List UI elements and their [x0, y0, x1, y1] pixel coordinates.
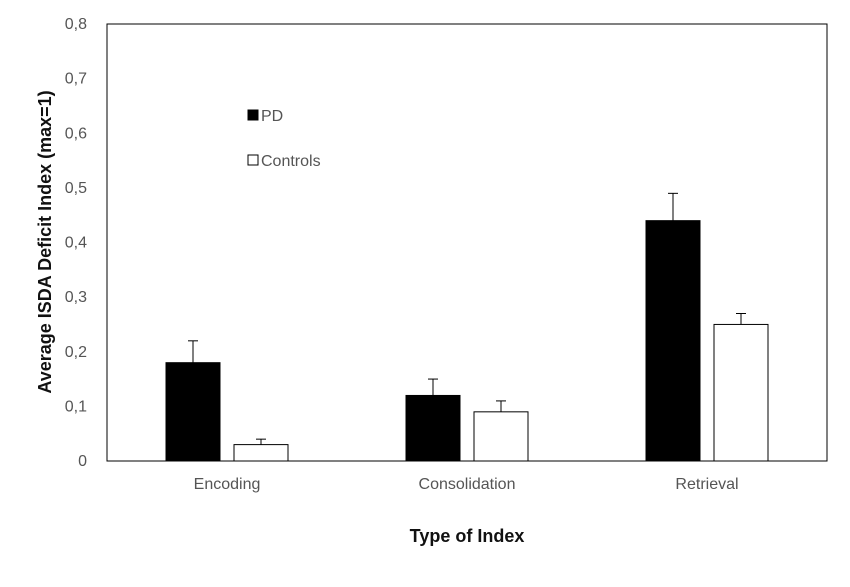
x-category-label: Encoding [194, 476, 261, 493]
y-axis-title: Average ISDA Deficit Index (max=1) [35, 90, 55, 393]
bar-pd [165, 362, 221, 462]
bar-controls [473, 411, 529, 462]
legend-swatch-pd [247, 109, 259, 121]
y-tick-label: 0,1 [65, 398, 87, 415]
plot-area [106, 23, 828, 462]
error-bar [256, 438, 266, 445]
legend-label-pd: PD [261, 108, 283, 125]
legend-swatch-controls [247, 154, 259, 166]
bar-pd [405, 394, 461, 462]
y-tick-label: 0,2 [65, 344, 87, 361]
x-category-label: Retrieval [675, 476, 738, 493]
error-bars [188, 192, 746, 445]
y-tick-label: 0,7 [65, 71, 87, 88]
x-axis-categories: Encoding Consolidation Retrieval [194, 476, 739, 493]
legend-label-controls: Controls [261, 153, 321, 170]
x-axis-title: Type of Index [410, 526, 525, 546]
y-tick-label: 0,3 [65, 289, 87, 306]
x-category-label: Consolidation [419, 476, 516, 493]
y-axis-ticks: 0 0,1 0,2 0,3 0,4 0,5 0,6 0,7 0,8 [65, 16, 87, 470]
error-bar [496, 400, 506, 412]
y-tick-label: 0,6 [65, 125, 87, 142]
bar-controls [233, 444, 289, 462]
error-bar [736, 313, 746, 325]
legend: PD Controls [247, 108, 321, 170]
error-bar [428, 378, 438, 396]
bar-pd [645, 220, 701, 462]
y-tick-label: 0,4 [65, 235, 87, 252]
bar-controls [713, 323, 769, 462]
bar-series [165, 220, 769, 462]
y-tick-label: 0 [78, 453, 87, 470]
y-tick-label: 0,8 [65, 16, 87, 33]
error-bar [668, 192, 678, 221]
error-bar [188, 340, 198, 363]
y-tick-label: 0,5 [65, 180, 87, 197]
